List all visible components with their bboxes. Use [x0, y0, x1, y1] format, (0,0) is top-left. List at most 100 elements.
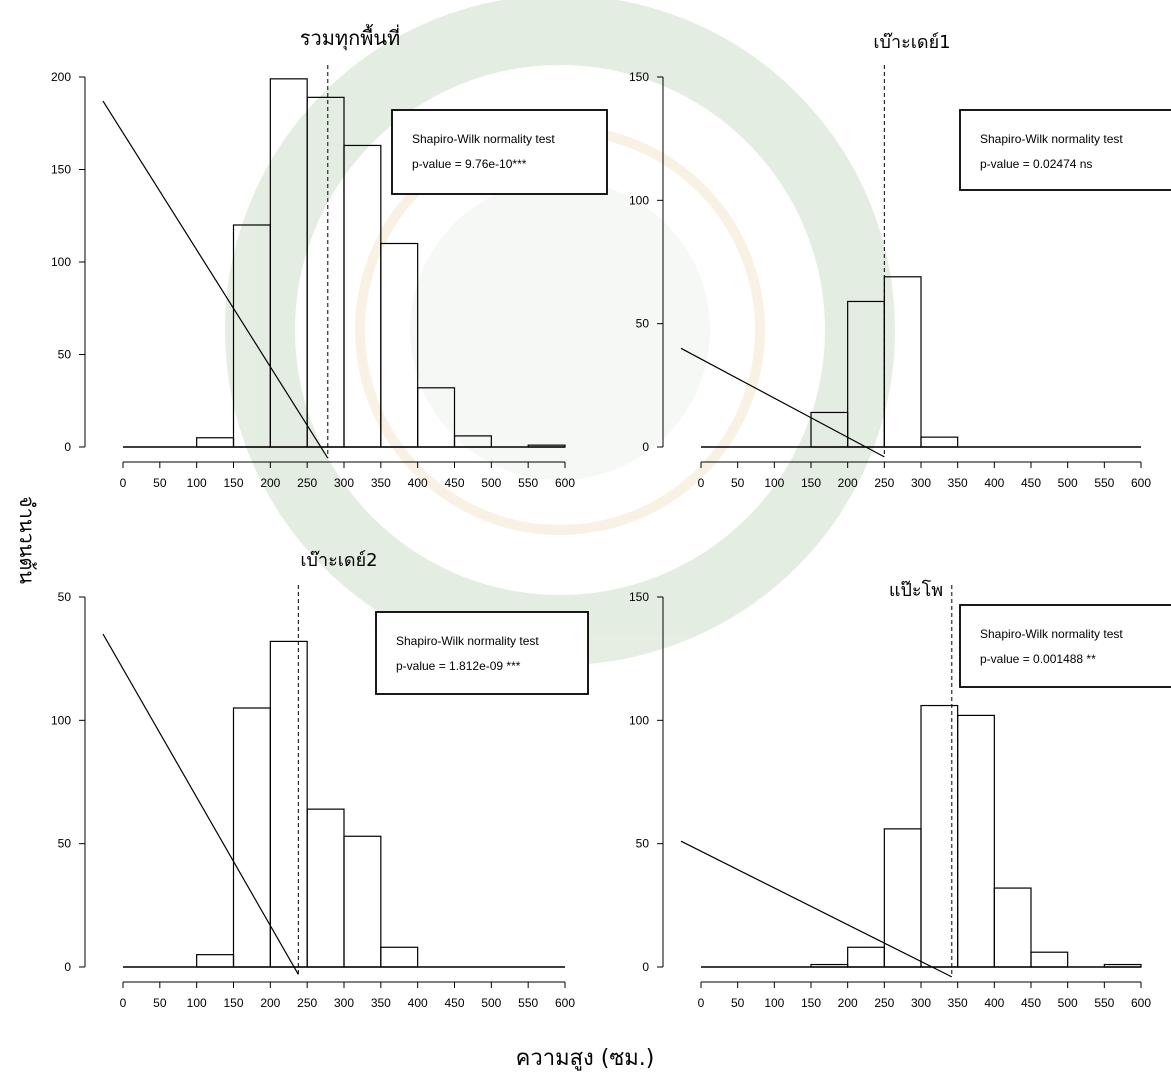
y-tick-label: 0: [64, 960, 71, 974]
x-tick-label: 0: [120, 996, 127, 1010]
stats-p-value: p-value = 9.76e-10***: [412, 157, 527, 171]
histogram-bar: [1030, 951, 1069, 968]
x-tick-label: 350: [371, 476, 391, 490]
histogram-bar: [920, 704, 959, 968]
histogram-bar: [269, 640, 308, 968]
chart-panel-2: 0 50 100 150 200 250 300 350 400 450 500 550 600 0 50 1…: [629, 32, 1171, 490]
trend-line: [680, 347, 885, 458]
x-tick-label: 350: [948, 476, 968, 490]
stats-test-name: Shapiro-Wilk normality test: [980, 132, 1123, 146]
x-tick-label: 300: [911, 996, 931, 1010]
y-tick-label: 50: [58, 590, 72, 604]
x-tick-label: 50: [731, 996, 745, 1010]
x-tick-label: 150: [801, 996, 821, 1010]
chart-panel-1: 0 50 100 150 200 250 300 350 400 450 500 550 600 0 50 1…: [51, 24, 608, 490]
x-tick-label: 300: [911, 476, 931, 490]
y-tick-label: 100: [51, 713, 71, 727]
y-axis-label: จำนวนต้น: [15, 496, 39, 585]
stats-box: [391, 109, 608, 195]
y-tick-label: 0: [642, 440, 649, 454]
x-tick-label: 50: [153, 996, 167, 1010]
stats-test-name: Shapiro-Wilk normality test: [412, 132, 555, 146]
trend-line: [680, 840, 953, 978]
y-tick-label: 100: [629, 193, 649, 207]
y-tick-label: 200: [51, 70, 71, 84]
x-axis-label: ความสูง (ซม.): [516, 1046, 655, 1071]
x-tick-label: 250: [297, 476, 317, 490]
x-tick-label: 0: [120, 476, 127, 490]
y-tick-label: 50: [58, 348, 72, 362]
y-tick-label: 50: [636, 317, 650, 331]
y-tick-label: 100: [51, 255, 71, 269]
x-tick-label: 250: [874, 996, 894, 1010]
histogram-bar: [196, 954, 235, 968]
y-tick-label: 150: [629, 590, 649, 604]
x-tick-label: 150: [223, 476, 243, 490]
x-tick-label: 300: [334, 996, 354, 1010]
x-tick-label: 400: [408, 476, 428, 490]
x-tick-label: 300: [334, 476, 354, 490]
histogram-bar: [847, 946, 885, 968]
histogram-bar: [957, 714, 995, 968]
x-tick-label: 100: [764, 996, 784, 1010]
x-tick-label: 550: [518, 476, 538, 490]
x-tick-label: 150: [223, 996, 243, 1010]
y-tick-label: 0: [64, 440, 71, 454]
x-tick-label: 550: [1094, 476, 1114, 490]
x-tick-label: 500: [481, 996, 501, 1010]
x-tick-label: 200: [260, 476, 280, 490]
chart-panel-3: 0 50 100 150 200 250 300 350 400 450 500 550 600 0 50 1…: [51, 550, 589, 1010]
histogram-bar: [232, 707, 271, 968]
stats-test-name: Shapiro-Wilk normality test: [980, 627, 1123, 641]
stats-box: [959, 109, 1171, 191]
histogram-bar: [993, 887, 1032, 968]
y-tick-label: 0: [642, 960, 649, 974]
x-tick-label: 600: [555, 476, 575, 490]
chart-title: เบ๊าะเดย์1: [873, 32, 950, 53]
chart-title: แป๊ะโพ: [889, 579, 943, 601]
x-tick-label: 600: [1131, 476, 1151, 490]
x-tick-label: 200: [838, 476, 858, 490]
histogram-bar: [196, 437, 235, 448]
x-tick-label: 450: [444, 996, 464, 1010]
x-tick-label: 100: [187, 996, 207, 1010]
x-tick-label: 450: [444, 476, 464, 490]
x-tick-label: 350: [371, 996, 391, 1010]
x-tick-label: 250: [297, 996, 317, 1010]
x-tick-label: 400: [408, 996, 428, 1010]
x-tick-label: 500: [1058, 476, 1078, 490]
y-tick-label: 50: [58, 837, 72, 851]
y-tick-label: 50: [636, 837, 650, 851]
y-tick-label: 150: [51, 163, 71, 177]
chart-panel-4: 0 50 100 150 200 250 300 350 400 450 500 550 600 0 50 1…: [629, 579, 1171, 1010]
x-tick-label: 100: [187, 476, 207, 490]
x-tick-label: 50: [731, 476, 745, 490]
stats-p-value: p-value = 1.812e-09 ***: [396, 659, 521, 673]
histogram-bar: [343, 835, 382, 968]
x-tick-label: 500: [481, 476, 501, 490]
trend-line: [102, 633, 299, 975]
x-tick-label: 350: [948, 996, 968, 1010]
x-tick-label: 400: [984, 476, 1004, 490]
stats-box: [959, 604, 1171, 688]
x-tick-label: 550: [1094, 996, 1114, 1010]
chart-title: เบ๊าะเดย์2: [300, 550, 377, 571]
trend-line: [102, 100, 329, 459]
x-tick-label: 0: [698, 996, 705, 1010]
chart-title: รวมทุกพื้นที่: [300, 24, 401, 51]
x-tick-label: 200: [838, 996, 858, 1010]
x-tick-label: 500: [1058, 996, 1078, 1010]
y-tick-label: 100: [629, 713, 649, 727]
x-tick-label: 550: [518, 996, 538, 1010]
x-tick-label: 600: [1131, 996, 1151, 1010]
x-tick-label: 50: [153, 476, 167, 490]
x-tick-label: 450: [1021, 996, 1041, 1010]
y-tick-label: 150: [629, 70, 649, 84]
histogram-bar: [380, 946, 419, 968]
x-tick-label: 150: [801, 476, 821, 490]
x-tick-label: 400: [984, 996, 1004, 1010]
x-tick-label: 600: [555, 996, 575, 1010]
stats-box: [375, 611, 589, 695]
